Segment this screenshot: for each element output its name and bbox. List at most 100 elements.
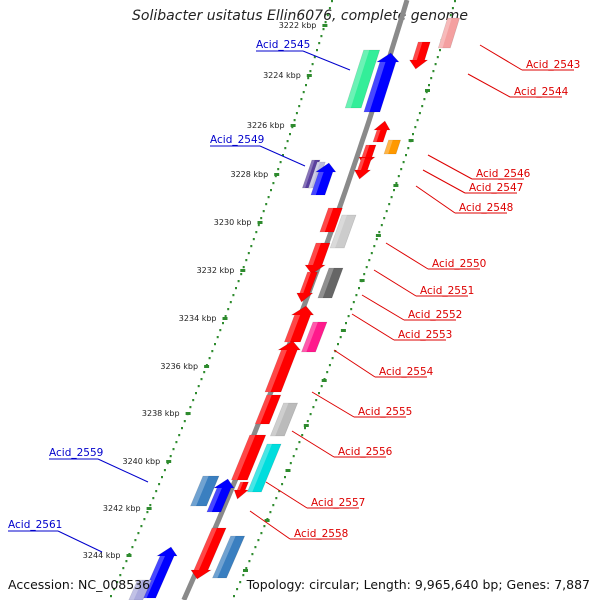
gene-Acid_2549c[interactable] bbox=[310, 162, 337, 196]
tick-dot bbox=[286, 140, 289, 143]
gene-label-right[interactable]: Acid_2552 bbox=[408, 309, 462, 321]
gene-label-right[interactable]: Acid_2551 bbox=[420, 285, 474, 297]
gene-label-left[interactable]: Acid_2549 bbox=[210, 134, 264, 146]
tick-dot bbox=[267, 196, 270, 199]
leader-line bbox=[361, 294, 405, 321]
tick-dot bbox=[416, 119, 419, 122]
gene-label-right[interactable]: Acid_2548 bbox=[459, 202, 513, 214]
tick-dot bbox=[172, 448, 175, 451]
tick-dot bbox=[236, 588, 239, 591]
gene-Acid_2545b[interactable] bbox=[363, 52, 400, 113]
major-tick bbox=[285, 469, 291, 472]
gene-label-right[interactable]: Acid_2553 bbox=[398, 329, 452, 341]
gene-highlight bbox=[363, 62, 386, 112]
tick-dot bbox=[277, 168, 280, 171]
tick-dot bbox=[178, 434, 181, 437]
gene-label-right[interactable]: Acid_2555 bbox=[358, 406, 412, 418]
gene-features bbox=[128, 17, 461, 600]
tick-label: 3226 kbp bbox=[247, 121, 285, 130]
major-tick bbox=[321, 379, 327, 382]
gene-Acid_2555b[interactable] bbox=[269, 402, 299, 437]
gene-label-right[interactable]: Acid_2557 bbox=[311, 497, 365, 509]
tick-track bbox=[110, 0, 456, 598]
tick-dot bbox=[113, 588, 116, 591]
gene-highlight bbox=[247, 444, 272, 492]
gene-label-right[interactable]: Acid_2544 bbox=[514, 86, 569, 98]
gene-highlight bbox=[330, 215, 347, 248]
gene-highlight bbox=[361, 145, 370, 157]
tick-dot bbox=[289, 133, 291, 136]
gene-Acid_2552b[interactable] bbox=[317, 267, 344, 299]
gene-Acid_2548[interactable] bbox=[353, 157, 373, 180]
gene-Acid_2551[interactable] bbox=[304, 242, 331, 275]
gene-labels[interactable]: Acid_2545 Acid_2549 Acid_2559 Acid_2561 Acid… bbox=[8, 39, 580, 553]
tick-label: 3236 kbp bbox=[160, 362, 198, 371]
leader-line bbox=[259, 145, 306, 167]
major-tick bbox=[322, 24, 328, 27]
gene-highlight bbox=[237, 482, 244, 490]
tick-label: 3244 kbp bbox=[83, 551, 121, 560]
gene-label-right[interactable]: Acid_2543 bbox=[526, 59, 580, 71]
gene-highlight bbox=[190, 476, 209, 506]
gene-Acid_2558[interactable] bbox=[190, 527, 227, 580]
gene-Acid_2554[interactable] bbox=[301, 321, 328, 353]
tick-dot bbox=[152, 497, 155, 500]
gene-highlight bbox=[299, 272, 311, 293]
leader-line bbox=[249, 510, 291, 540]
major-tick bbox=[126, 554, 132, 557]
gene-Acid_2543b[interactable] bbox=[409, 41, 431, 70]
tick-dot bbox=[432, 70, 435, 73]
tick-dot bbox=[328, 7, 331, 10]
gene-Acid_2546[interactable] bbox=[372, 120, 391, 143]
gene-highlight bbox=[310, 172, 324, 195]
tick-dot bbox=[347, 315, 350, 318]
gene-Acid_2557[interactable] bbox=[246, 443, 282, 493]
gene-Acid_2543[interactable] bbox=[437, 17, 461, 49]
gene-Acid_2558b[interactable] bbox=[212, 535, 246, 579]
gene-Acid_2545[interactable] bbox=[344, 49, 381, 109]
gene-label-right[interactable]: Acid_2554 bbox=[379, 366, 434, 378]
tick-dot bbox=[203, 371, 206, 374]
gene-label-right[interactable]: Acid_2546 bbox=[476, 168, 531, 180]
gene-Acid_2550[interactable] bbox=[319, 207, 343, 233]
tick-dot bbox=[355, 294, 358, 297]
leader-line bbox=[97, 458, 149, 483]
gene-highlight bbox=[384, 140, 393, 154]
tick-dot bbox=[306, 420, 309, 423]
tick-dot bbox=[328, 364, 331, 367]
tick-dot bbox=[292, 455, 295, 458]
gene-Acid_2546b[interactable] bbox=[383, 139, 402, 155]
gene-Acid_2561b[interactable] bbox=[128, 579, 153, 600]
gene-Acid_2561[interactable] bbox=[141, 546, 178, 599]
tick-dot bbox=[282, 154, 284, 157]
tick-dot bbox=[451, 7, 454, 10]
gene-label-right[interactable]: Acid_2547 bbox=[469, 182, 523, 194]
tick-dot bbox=[301, 434, 304, 437]
gene-label-right[interactable]: Acid_2550 bbox=[432, 258, 486, 270]
gene-Acid_2550b[interactable] bbox=[329, 214, 357, 249]
tick-dot bbox=[195, 392, 197, 395]
tick-dot bbox=[260, 532, 263, 535]
tick-dot bbox=[298, 105, 301, 108]
tick-label: 3222 kbp bbox=[279, 21, 317, 30]
gene-Acid_2559b[interactable] bbox=[206, 478, 235, 513]
gene-label-left[interactable]: Acid_2545 bbox=[256, 39, 310, 51]
tick-dot bbox=[390, 196, 393, 199]
tick-dot bbox=[224, 315, 227, 318]
gene-Acid_2559[interactable] bbox=[190, 475, 220, 507]
tick-dot bbox=[318, 42, 321, 45]
gene-Acid_2557b[interactable] bbox=[233, 481, 250, 500]
gene-label-right[interactable]: Acid_2558 bbox=[294, 528, 348, 540]
gene-Acid_2556[interactable] bbox=[230, 434, 267, 481]
gene-label-left[interactable]: Acid_2559 bbox=[49, 447, 103, 459]
major-tick bbox=[306, 74, 312, 77]
gene-Acid_2554b[interactable] bbox=[264, 340, 301, 393]
gene-Acid_2555[interactable] bbox=[254, 394, 282, 425]
gene-highlight bbox=[301, 322, 318, 352]
gene-Acid_2552[interactable] bbox=[296, 271, 318, 303]
tick-dot bbox=[449, 14, 452, 17]
gene-label-right[interactable]: Acid_2556 bbox=[338, 446, 393, 458]
tick-dot bbox=[331, 0, 333, 3]
gene-label-left[interactable]: Acid_2561 bbox=[8, 519, 62, 531]
tick-label: 3240 kbp bbox=[122, 457, 160, 466]
